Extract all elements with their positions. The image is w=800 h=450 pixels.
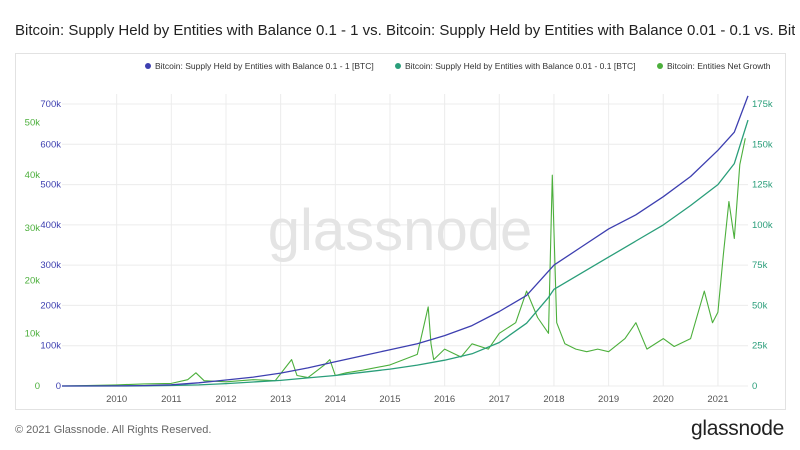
y-left-inner-tick-label: 0 bbox=[56, 381, 61, 392]
x-tick-label: 2012 bbox=[215, 394, 236, 405]
y-right-tick-label: 75k bbox=[752, 260, 768, 271]
y-right-tick-label: 150k bbox=[752, 139, 773, 150]
legend-label[interactable]: Bitcoin: Supply Held by Entities with Ba… bbox=[405, 61, 636, 71]
series-lines bbox=[61, 95, 749, 387]
x-tick-label: 2020 bbox=[653, 394, 674, 405]
chart-title: Bitcoin: Supply Held by Entities with Ba… bbox=[15, 22, 795, 39]
y-right-tick-label: 100k bbox=[752, 220, 773, 231]
y-right-tick-label: 25k bbox=[752, 341, 768, 352]
y-left-outer-tick-label: 20k bbox=[25, 276, 41, 287]
y-left-outer-tick-label: 10k bbox=[25, 328, 41, 339]
y-right-tick-label: 125k bbox=[752, 180, 773, 191]
y-left-outer-tick-label: 50k bbox=[25, 117, 41, 128]
y-right-tick-label: 50k bbox=[752, 300, 768, 311]
glassnode-logo: glassnode bbox=[690, 417, 784, 440]
chart-frame bbox=[15, 53, 786, 410]
series-supply-0.01-0.1-line bbox=[62, 119, 749, 387]
axes: 2010 2011 2012 2013 2014 2015 2016 2017 2018 2019… bbox=[25, 99, 773, 405]
y-left-outer-tick-label: 30k bbox=[25, 223, 41, 234]
x-tick-label: 2016 bbox=[434, 394, 455, 405]
legend: Bitcoin: Supply Held by Entities with Ba… bbox=[145, 61, 771, 71]
y-left-inner-tick-label: 400k bbox=[40, 220, 61, 231]
x-tick-label: 2011 bbox=[161, 394, 181, 405]
legend-swatch bbox=[145, 63, 151, 69]
series-net-growth-line bbox=[61, 138, 746, 387]
legend-swatch bbox=[395, 63, 401, 69]
x-tick-label: 2014 bbox=[325, 394, 346, 405]
grid bbox=[62, 94, 748, 387]
x-tick-label: 2017 bbox=[489, 394, 510, 405]
x-tick-label: 2021 bbox=[707, 394, 728, 405]
x-tick-label: 2019 bbox=[598, 394, 619, 405]
y-left-inner-tick-label: 300k bbox=[40, 260, 61, 271]
series-supply-0.1-1-line bbox=[61, 95, 749, 387]
x-tick-label: 2013 bbox=[270, 394, 291, 405]
watermark: glassnode bbox=[268, 198, 532, 263]
y-right-tick-label: 0 bbox=[752, 381, 757, 392]
x-tick-label: 2010 bbox=[106, 394, 127, 405]
legend-swatch bbox=[657, 63, 663, 69]
y-left-inner-tick-label: 700k bbox=[40, 99, 61, 110]
footer-copyright: © 2021 Glassnode. All Rights Reserved. bbox=[15, 424, 212, 436]
y-left-outer-tick-label: 40k bbox=[25, 170, 41, 181]
x-tick-label: 2015 bbox=[379, 394, 400, 405]
y-left-outer-tick-label: 0 bbox=[35, 381, 40, 392]
x-tick-label: 2018 bbox=[543, 394, 564, 405]
y-right-tick-label: 175k bbox=[752, 99, 773, 110]
y-left-inner-tick-label: 500k bbox=[40, 180, 61, 191]
legend-label[interactable]: Bitcoin: Supply Held by Entities with Ba… bbox=[155, 61, 374, 71]
y-left-inner-tick-label: 600k bbox=[40, 139, 61, 150]
y-left-inner-tick-label: 100k bbox=[40, 341, 61, 352]
y-left-inner-tick-label: 200k bbox=[40, 300, 61, 311]
legend-label[interactable]: Bitcoin: Entities Net Growth bbox=[667, 61, 771, 71]
